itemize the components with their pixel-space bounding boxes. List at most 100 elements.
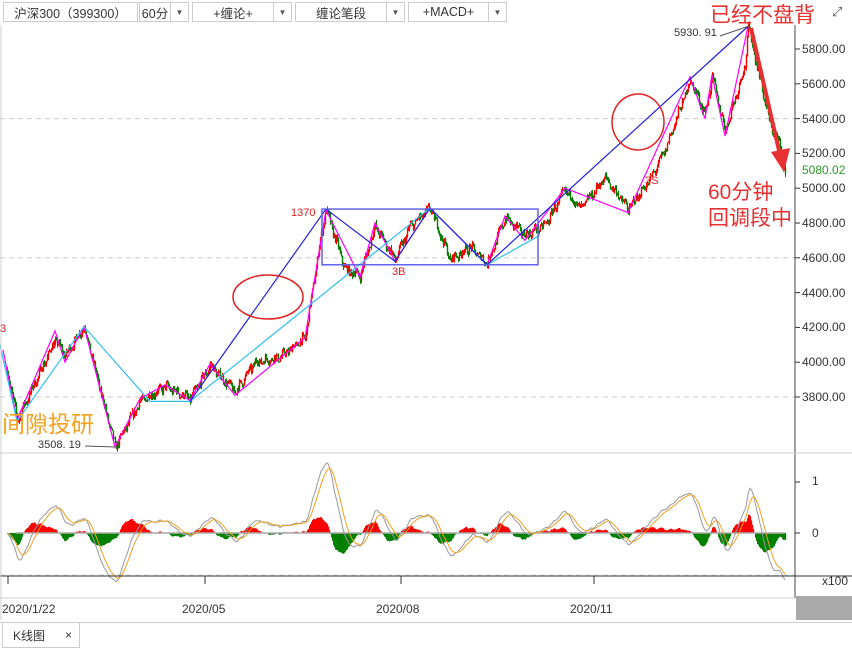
date-label: 2020/08 (376, 602, 419, 616)
candle-body (539, 231, 540, 232)
candle-body (549, 222, 550, 224)
candle-body (51, 350, 52, 351)
candle-body (756, 63, 757, 64)
candle-body (445, 239, 446, 244)
candle-body (473, 243, 474, 245)
candle-body (37, 379, 38, 385)
low-leader-line (85, 446, 115, 447)
sell-point-label: 3S (645, 176, 658, 187)
candle-body (677, 116, 678, 117)
segment-line-cyan (0, 208, 540, 421)
candle-body (341, 253, 342, 256)
tab-kline[interactable]: K线图 × (2, 623, 80, 648)
candle-body (29, 393, 30, 401)
candle-body (382, 233, 383, 235)
left-point-label: 3 (0, 324, 6, 335)
candle-body (606, 175, 607, 177)
candle-body (407, 231, 408, 236)
segment-line-blue (190, 26, 748, 401)
candle-body (576, 202, 577, 204)
y-tick-label: 4400.00 (802, 287, 845, 300)
candle-body (136, 410, 137, 415)
candle-body (163, 387, 164, 393)
candle-body (573, 201, 574, 203)
macd-unit: x100 (822, 575, 848, 588)
candle-body (658, 161, 659, 167)
candle-body (609, 181, 610, 183)
scrollbar-thumb[interactable] (796, 596, 852, 620)
macd-tick-1: 1 (812, 475, 819, 488)
candle-body (600, 185, 601, 187)
candle-body (616, 188, 617, 194)
candle-body (437, 219, 438, 228)
candle-body (676, 117, 677, 122)
candle-body (243, 385, 244, 386)
candle-body (267, 358, 268, 361)
candle-body (337, 237, 338, 240)
candle-body (414, 224, 415, 229)
candle-body (399, 246, 400, 254)
candle-body (731, 109, 732, 118)
candle-body (592, 192, 593, 199)
candle-body (504, 225, 505, 227)
candle-body (438, 228, 439, 232)
candle-body (527, 231, 528, 233)
candle-body (262, 363, 263, 364)
y-tick-label: 5800.00 (802, 43, 845, 56)
candle-body (540, 225, 541, 230)
y-tick-label: 5600.00 (802, 78, 845, 91)
candle-body (36, 385, 37, 386)
candle-body (15, 401, 16, 405)
candle-body (156, 393, 157, 396)
y-tick-label: 5000.00 (802, 182, 845, 195)
candle-body (248, 371, 249, 372)
candle-body (780, 141, 781, 147)
candle-body (272, 359, 273, 361)
candle-body (42, 370, 43, 372)
box-range-label: 1370 (291, 208, 315, 219)
candle-body (128, 424, 129, 425)
candle-body (372, 237, 373, 239)
candle-body (689, 84, 690, 85)
candle-body (112, 428, 113, 430)
candle-body (339, 247, 340, 248)
y-tick-label: 3800.00 (802, 391, 845, 404)
candle-body (668, 142, 669, 143)
close-icon[interactable]: × (65, 628, 72, 642)
candle-body (467, 248, 468, 254)
candle-body (340, 248, 341, 253)
date-label: 2020/1/22 (2, 602, 55, 616)
candle-body (577, 204, 578, 205)
candle-body (81, 335, 82, 336)
candle-body (446, 244, 447, 245)
candle-body (155, 395, 156, 397)
annotation-note-line2: 回调段中 (708, 208, 792, 229)
y-tick-label: 5400.00 (802, 113, 845, 126)
candle-body (730, 118, 731, 120)
candle-body (268, 361, 269, 363)
candle-body (209, 368, 210, 372)
low-price-label: 3508. 19 (38, 440, 81, 451)
candle-body (687, 90, 688, 94)
candle-body (683, 99, 684, 101)
candle-body (30, 392, 31, 393)
candle-body (550, 214, 551, 223)
candle-body (139, 402, 140, 408)
candle-body (338, 239, 339, 247)
candle-body (416, 220, 417, 221)
candle-body (279, 362, 280, 363)
last-price-label: 5080.02 (802, 164, 845, 177)
arrow-head-icon (771, 148, 790, 172)
annotation-note-line1: 60分钟 (708, 182, 773, 203)
candle-body (656, 171, 657, 173)
candle-body (38, 376, 39, 379)
candle-body (724, 121, 725, 128)
y-tick-label: 5200.00 (802, 147, 845, 160)
candle-body (716, 85, 717, 92)
candle-body (373, 234, 374, 237)
candle-body (466, 247, 467, 248)
candle-body (688, 86, 689, 90)
candle-body (607, 177, 608, 179)
candle-body (83, 330, 84, 332)
